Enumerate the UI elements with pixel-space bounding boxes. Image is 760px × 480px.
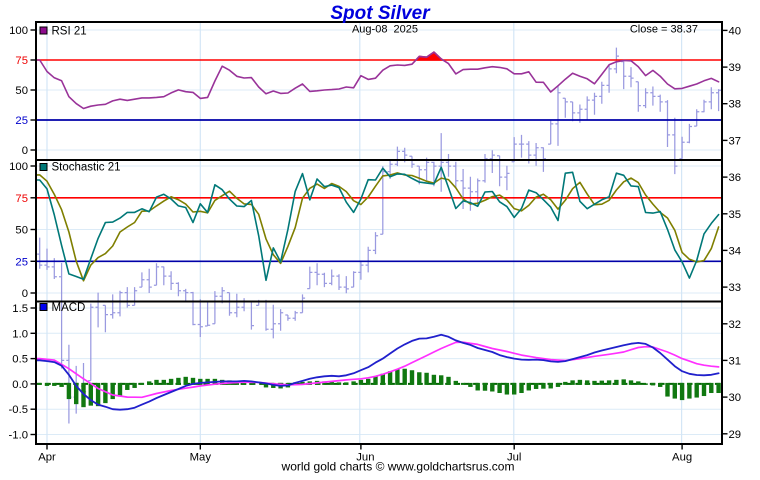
svg-text:0.0: 0.0 bbox=[12, 379, 28, 391]
svg-text:33: 33 bbox=[729, 282, 742, 294]
svg-text:37: 37 bbox=[729, 135, 742, 147]
svg-text:100: 100 bbox=[9, 25, 28, 37]
svg-text:75: 75 bbox=[15, 193, 28, 205]
svg-text:0.5: 0.5 bbox=[12, 354, 28, 366]
svg-text:0: 0 bbox=[22, 145, 28, 157]
svg-text:34: 34 bbox=[729, 245, 742, 257]
svg-text:31: 31 bbox=[729, 355, 742, 367]
svg-text:32: 32 bbox=[729, 319, 742, 331]
svg-text:-0.5: -0.5 bbox=[9, 404, 28, 416]
svg-text:100: 100 bbox=[9, 161, 28, 173]
svg-text:35: 35 bbox=[729, 209, 742, 221]
svg-text:May: May bbox=[190, 452, 212, 464]
svg-text:25: 25 bbox=[15, 256, 28, 268]
svg-text:Stochastic 21: Stochastic 21 bbox=[52, 162, 121, 174]
svg-text:1.5: 1.5 bbox=[12, 303, 28, 315]
svg-text:Aug-08 2025: Aug-08 2025 bbox=[352, 24, 418, 36]
svg-text:Aug: Aug bbox=[672, 452, 692, 464]
svg-text:Apr: Apr bbox=[38, 452, 56, 464]
svg-text:RSI 21: RSI 21 bbox=[52, 26, 87, 38]
svg-text:Jun: Jun bbox=[356, 452, 374, 464]
svg-text:25: 25 bbox=[15, 115, 28, 127]
svg-text:29: 29 bbox=[729, 429, 742, 441]
svg-text:39: 39 bbox=[729, 62, 742, 74]
svg-text:30: 30 bbox=[729, 392, 742, 404]
svg-text:MACD: MACD bbox=[52, 302, 86, 314]
svg-text:40: 40 bbox=[729, 25, 742, 37]
svg-text:Close = 38.37: Close = 38.37 bbox=[630, 24, 698, 36]
svg-text:50: 50 bbox=[15, 225, 28, 237]
svg-text:1.0: 1.0 bbox=[12, 328, 28, 340]
svg-text:world gold charts © www.goldch: world gold charts © www.goldchartsrus.co… bbox=[281, 460, 515, 474]
svg-text:Spot Silver: Spot Silver bbox=[330, 3, 431, 24]
svg-text:-1.0: -1.0 bbox=[9, 430, 28, 442]
svg-text:75: 75 bbox=[15, 55, 28, 67]
svg-text:50: 50 bbox=[15, 85, 28, 97]
svg-text:38: 38 bbox=[729, 99, 742, 111]
svg-text:0: 0 bbox=[22, 288, 28, 300]
svg-text:36: 36 bbox=[729, 172, 742, 184]
svg-text:Jul: Jul bbox=[507, 452, 521, 464]
